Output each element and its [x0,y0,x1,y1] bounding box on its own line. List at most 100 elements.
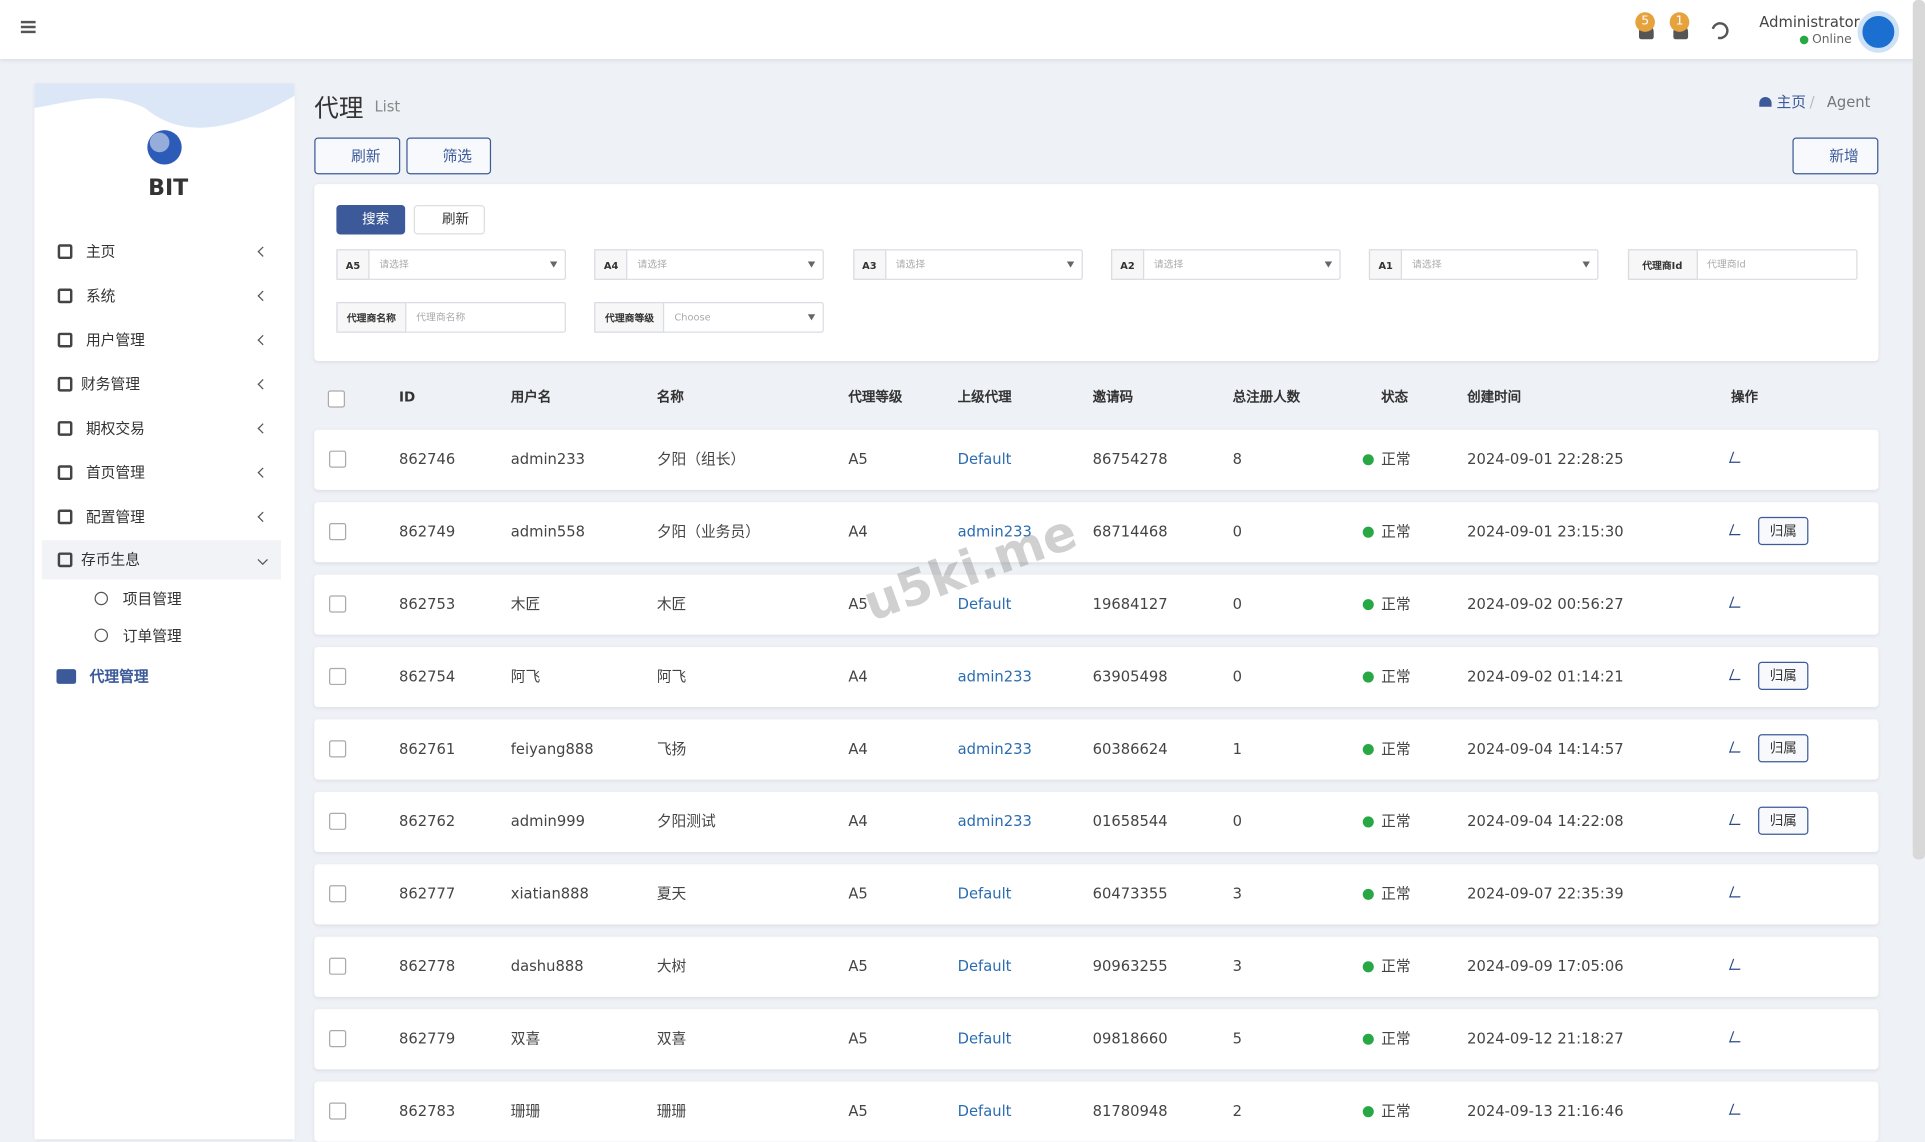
filter-placeholder[interactable]: 代理商名称 [416,311,466,323]
cell: 夕阳（组长） [656,450,746,468]
logo [147,130,182,165]
cell: 19684127 [1092,595,1168,613]
cell: 81780948 [1092,1103,1168,1121]
parent-link[interactable]: admin233 [957,740,1032,758]
page-title: 代理 [314,93,364,123]
cell: 2 [1232,1103,1242,1121]
filter-box [852,249,1083,280]
row-checkbox[interactable] [329,523,347,541]
select-arrow [808,261,816,268]
parent-link[interactable]: Default [957,958,1012,976]
menu-toggle[interactable] [20,20,36,34]
cell: 63905498 [1092,668,1168,686]
row-checkbox[interactable] [329,740,347,758]
cell: 862753 [399,595,456,613]
parent-link[interactable]: Default [957,450,1012,468]
select-arrow [808,314,816,321]
filter-placeholder[interactable]: 请选择 [379,259,409,271]
row-checkbox[interactable] [329,668,347,686]
filter-placeholder[interactable]: 请选择 [637,259,668,271]
cell: 862749 [399,523,456,541]
menu-active: 代理管理 [89,667,149,686]
parent-link[interactable]: Default [957,595,1012,613]
button-add[interactable]: 新增 [1792,137,1879,175]
cell: 2024-09-04 14:22:08 [1467,813,1624,831]
cell: 2024-09-13 21:16:46 [1467,1103,1624,1121]
cell: 2024-09-01 22:28:25 [1467,450,1624,468]
filter-placeholder[interactable]: 代理商Id [1707,259,1746,271]
cell: 正常 [1381,523,1411,541]
topbar [0,0,1925,59]
reset-button[interactable]: 刷新 [413,205,485,235]
avatar[interactable] [1857,11,1900,53]
parent-link[interactable]: Default [957,1030,1012,1048]
row-checkbox[interactable] [329,595,347,613]
cell: 862746 [399,450,456,468]
assign-button[interactable]: 归属 [1758,806,1809,836]
row-checkbox[interactable] [329,958,347,976]
column-header: 名称 [656,389,684,406]
row-checkbox[interactable] [329,885,347,903]
button-refresh[interactable]: 刷新 [314,137,401,175]
filter-box [1110,249,1341,280]
search-button[interactable]: 搜索 [336,205,406,235]
filter-placeholder[interactable]: Choose [674,311,711,323]
cell: 阿飞 [656,668,687,686]
assign-button[interactable]: 归属 [1758,516,1809,546]
parent-link[interactable]: admin233 [957,813,1032,831]
cell: A4 [848,523,868,541]
parent-link[interactable]: admin233 [957,668,1032,686]
cell: A4 [848,813,868,831]
filter-box [1369,249,1599,280]
filter-placeholder[interactable]: 请选择 [895,259,926,271]
menu-item: 首页管理 [85,464,145,482]
row-checkbox[interactable] [329,813,347,831]
parent-link[interactable]: Default [957,885,1012,903]
assign-button[interactable]: 归属 [1758,734,1809,763]
row-checkbox[interactable] [329,450,347,468]
status-dot [1362,454,1374,466]
table-row [314,937,1879,998]
cell: 木匠 [510,595,541,613]
submenu-item: 项目管理 [122,590,182,608]
status-dot [1362,1106,1374,1118]
badge: 5 [1635,12,1655,32]
header-checkbox[interactable] [327,390,345,408]
parent-link[interactable]: Default [957,1103,1012,1121]
breadcrumb-sep: / [1809,93,1815,111]
cell: 阿飞 [510,668,541,686]
scrollbar [1912,0,1925,860]
row-checkbox[interactable] [329,1103,347,1121]
cell: admin999 [510,813,586,831]
cell: 1 [1232,740,1242,758]
cell: 862754 [399,668,456,686]
cell: 01658544 [1092,813,1168,831]
menu-icon [57,244,73,260]
cell: 0 [1232,813,1242,831]
menu-item: 期权交易 [85,419,145,438]
cell: 正常 [1381,1030,1411,1048]
filter-placeholder[interactable]: 请选择 [1153,259,1184,271]
cell: 0 [1232,523,1242,541]
cell: 2024-09-02 00:56:27 [1467,595,1624,613]
filter-placeholder[interactable]: 请选择 [1412,259,1442,271]
filter-label: 代理商等级 [594,302,665,333]
select-arrow [1066,261,1074,268]
cell: 862762 [399,813,456,831]
home-icon [1759,96,1772,107]
column-header: 邀请码 [1092,389,1134,406]
cell: admin558 [510,523,586,541]
row-checkbox[interactable] [329,1030,347,1048]
menu-icon [57,376,73,392]
cell: 68714468 [1092,523,1168,541]
cell: A5 [848,450,868,468]
page-subtitle: List [374,98,401,116]
button-filter[interactable]: 筛选 [406,137,492,175]
assign-button[interactable]: 归属 [1758,661,1809,691]
cell: A4 [848,740,868,758]
parent-link[interactable]: admin233 [957,523,1032,541]
column-header: 代理等级 [848,389,903,406]
cell: 3 [1232,958,1242,976]
breadcrumb-current: Agent [1826,93,1871,111]
